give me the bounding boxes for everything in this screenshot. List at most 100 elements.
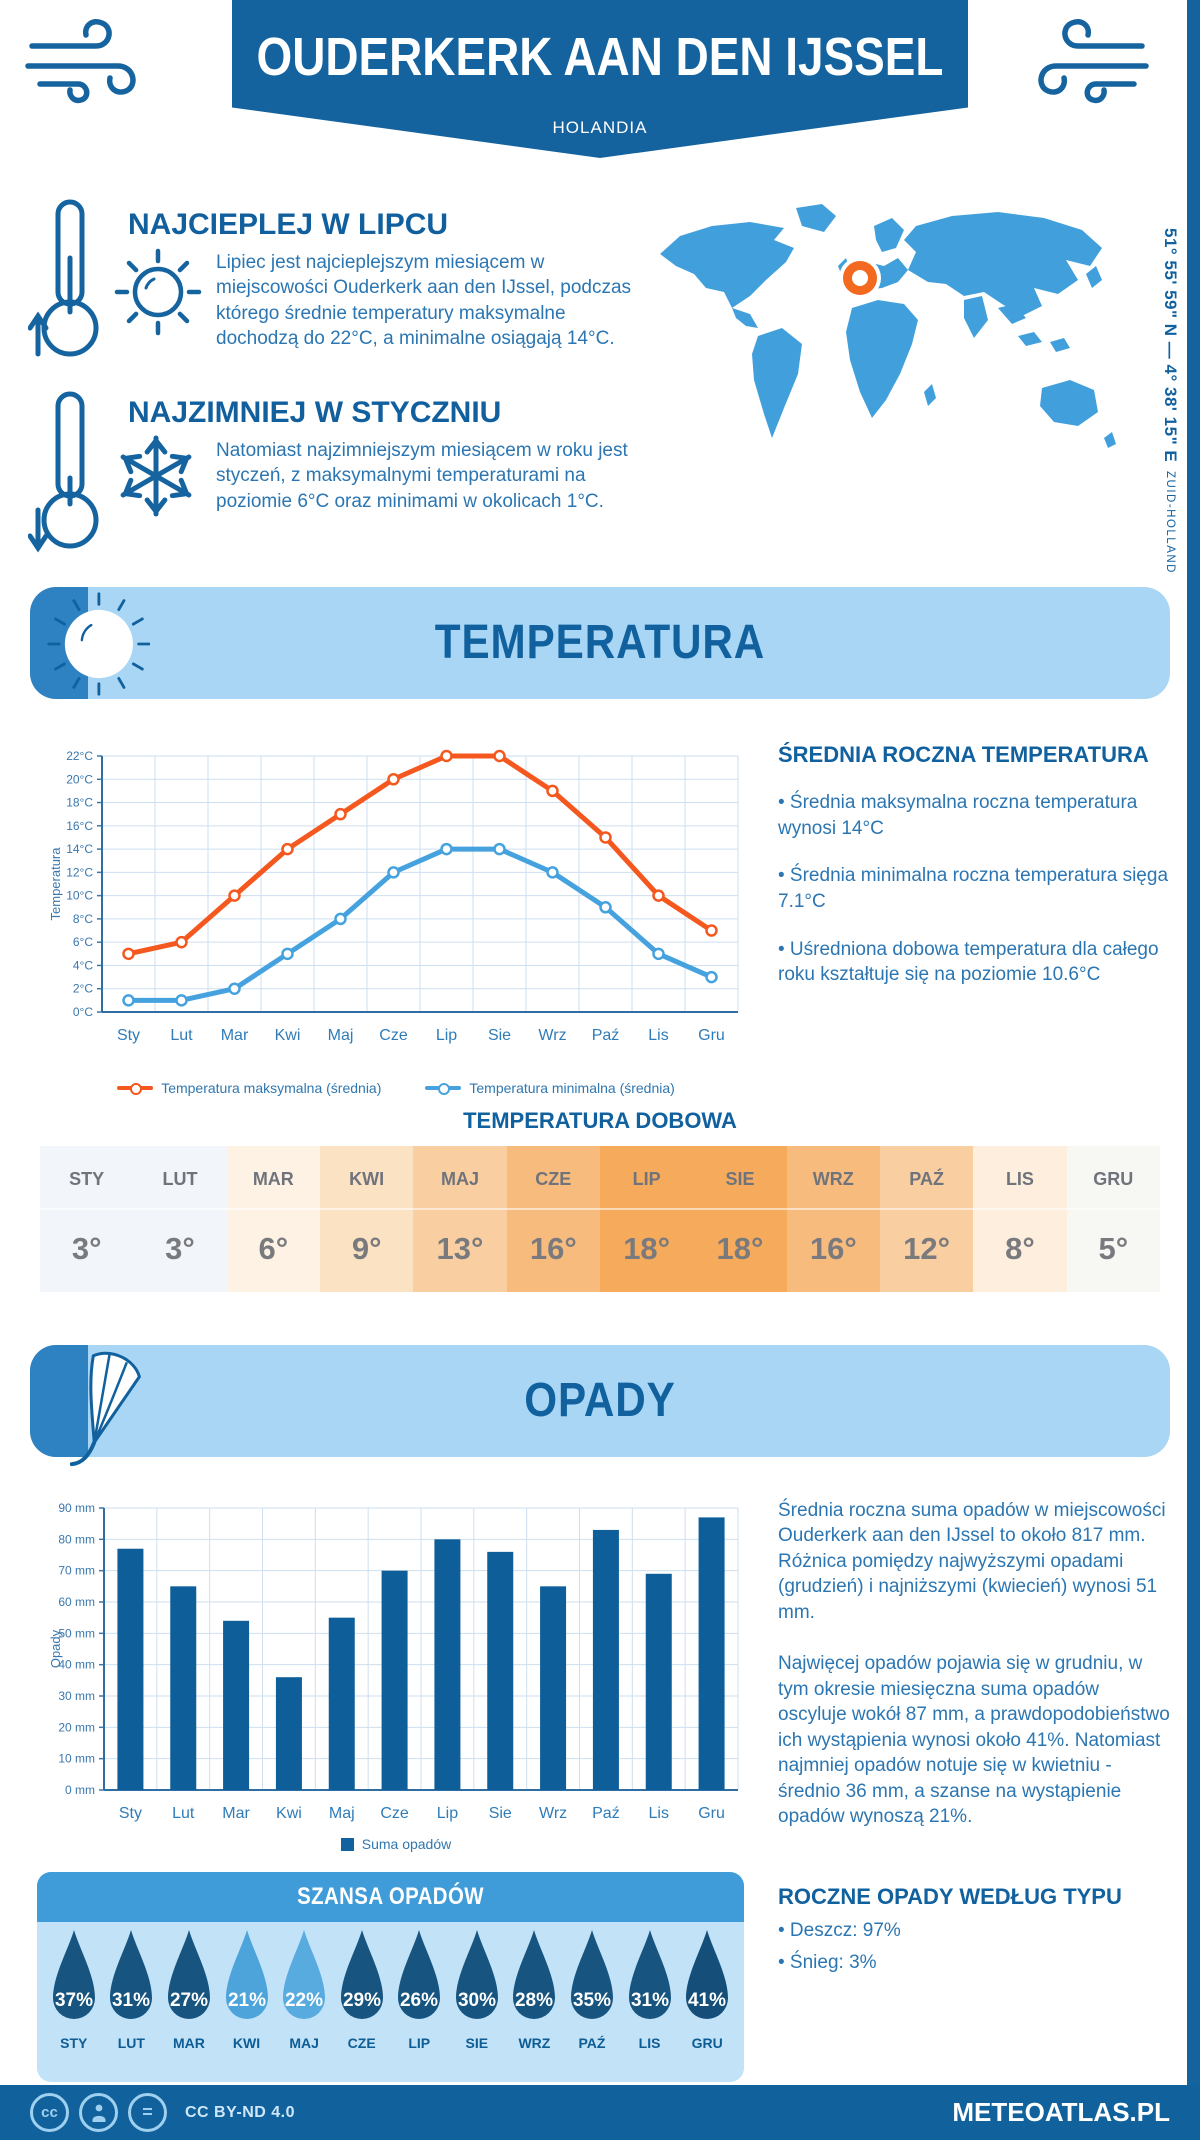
- daily-temp-month: LUT: [133, 1146, 227, 1210]
- svg-text:6°C: 6°C: [73, 935, 93, 949]
- umbrella-icon: [69, 1351, 141, 1467]
- svg-text:Opady: Opady: [48, 1629, 63, 1668]
- raindrop-icon: 22%: [283, 1930, 326, 2019]
- rain-chance-month: PAŹ: [578, 2035, 606, 2051]
- daily-temp-column: SIE 18°: [693, 1146, 787, 1292]
- rain-chance-month: LUT: [117, 2035, 145, 2051]
- rain-chance-month: CZE: [347, 2035, 376, 2051]
- daily-temp-column: MAJ 13°: [413, 1146, 507, 1292]
- svg-text:Cze: Cze: [379, 1027, 408, 1044]
- rain-chance-cell: 28% WRZ: [506, 1928, 564, 2051]
- precip-type-panel: ROCZNE OPADY WEDŁUG TYPU • Deszcz: 97% • …: [778, 1884, 1172, 1974]
- svg-text:40 mm: 40 mm: [58, 1658, 95, 1672]
- legend-line-max-icon: [117, 1083, 154, 1095]
- daily-temp-value: 5°: [1098, 1231, 1129, 1266]
- raindrop-icon: 35%: [570, 1930, 613, 2019]
- rain-chance-cell: 41% GRU: [678, 1928, 736, 2051]
- daily-temp-month: KWI: [319, 1146, 414, 1210]
- daily-temp-column: MAR 6°: [226, 1146, 320, 1292]
- svg-text:Sie: Sie: [489, 1805, 512, 1822]
- rain-chance-month: MAJ: [289, 2035, 319, 2051]
- rain-chance-title: SZANSA OPADÓW: [297, 1883, 484, 1910]
- svg-text:31%: 31%: [631, 1990, 669, 2011]
- svg-text:Kwi: Kwi: [276, 1805, 302, 1822]
- daily-temp-column: CZE 16°: [506, 1146, 600, 1292]
- raindrop-icon: 29%: [340, 1930, 383, 2019]
- svg-text:30%: 30%: [458, 1990, 496, 2011]
- svg-text:Temperatura: Temperatura: [48, 847, 63, 921]
- daily-temp-value: 16°: [529, 1231, 577, 1266]
- rain-chance-cell: 31% LUT: [103, 1928, 161, 2051]
- right-edge-strip: [1187, 0, 1200, 2085]
- thermometer-warm-icon: [28, 199, 99, 357]
- svg-text:35%: 35%: [573, 1990, 611, 2011]
- svg-text:70 mm: 70 mm: [58, 1564, 95, 1578]
- svg-text:Lut: Lut: [172, 1805, 195, 1822]
- svg-text:Gru: Gru: [698, 1027, 725, 1044]
- daily-temp-column: STY 3°: [40, 1146, 134, 1292]
- rain-chance-cell: 37% STY: [45, 1928, 103, 2051]
- svg-text:4°C: 4°C: [73, 958, 93, 972]
- temperature-stat-item: • Uśredniona dobowa temperatura dla całe…: [778, 938, 1159, 986]
- svg-text:Maj: Maj: [328, 1027, 354, 1044]
- daily-temp-column: WRZ 16°: [786, 1146, 880, 1292]
- coldest-text: Natomiast najzimniejszym miesiącem w rok…: [216, 440, 628, 512]
- daily-temp-value: 18°: [716, 1231, 764, 1266]
- page-subtitle: HOLANDIA: [552, 118, 648, 137]
- wind-icon: [1038, 19, 1149, 104]
- precipitation-bar-chart: 0 mm 10 mm 20 mm 30 mm 40 mm 50 mm 60 mm 70 mm 8…: [48, 1501, 739, 1822]
- rain-chance-month: STY: [60, 2035, 88, 2051]
- rain-chance-month: WRZ: [518, 2035, 551, 2051]
- daily-temp-month: MAR: [226, 1146, 320, 1210]
- sun-icon: [114, 248, 202, 336]
- precip-type-item: • Deszcz: 97%: [778, 1920, 901, 1941]
- raindrop-icon: 26%: [398, 1930, 441, 2019]
- precip-type-item: • Śnieg: 3%: [778, 1952, 877, 1973]
- legend-label-sum: Suma opadów: [361, 1836, 452, 1852]
- svg-text:Lip: Lip: [437, 1805, 458, 1822]
- daily-temp-value: 13°: [436, 1231, 484, 1266]
- svg-text:16°C: 16°C: [66, 819, 93, 833]
- daily-temp-value: 8°: [1005, 1231, 1035, 1266]
- svg-text:28%: 28%: [515, 1990, 553, 2011]
- precip-type-list: • Deszcz: 97% • Śnieg: 3%: [778, 1920, 1172, 1974]
- svg-text:10 mm: 10 mm: [58, 1752, 95, 1766]
- temperature-chart-legend: Temperatura maksymalna (średnia) Tempera…: [46, 1080, 746, 1096]
- rain-chance-month: LIP: [408, 2035, 431, 2051]
- svg-text:80 mm: 80 mm: [58, 1532, 95, 1546]
- temperature-banner-title: TEMPERATURA: [434, 616, 766, 669]
- daily-temp-month: GRU: [1066, 1146, 1160, 1210]
- svg-text:26%: 26%: [400, 1990, 438, 2011]
- svg-text:Gru: Gru: [698, 1805, 725, 1822]
- precipitation-paragraph: Średnia roczna suma opadów w miejscowośc…: [778, 1500, 1166, 1623]
- daily-temp-column: PAŹ 12°: [879, 1146, 974, 1292]
- rain-chance-drops: 37% STY 31% LUT 27% MAR 21% KWI 22% MAJ 29% CZE 26% L…: [45, 1928, 736, 2051]
- svg-text:37%: 37%: [55, 1990, 93, 2011]
- svg-text:Wrz: Wrz: [538, 1027, 566, 1044]
- svg-text:50 mm: 50 mm: [58, 1626, 95, 1640]
- svg-text:0°C: 0°C: [73, 1005, 93, 1019]
- svg-text:Lut: Lut: [170, 1027, 193, 1044]
- rain-chance-cell: 27% MAR: [160, 1928, 218, 2051]
- svg-text:Paź: Paź: [592, 1027, 620, 1044]
- daily-temp-value: 6°: [258, 1231, 289, 1266]
- temperature-line-chart: 0°C 2°C 4°C 6°C 8°C 10°C 12°C 14°C 16°C 18°C 20°C 2…: [48, 749, 739, 1044]
- snowflake-icon: [120, 435, 192, 517]
- raindrop-icon: 28%: [513, 1930, 556, 2019]
- svg-text:Sie: Sie: [488, 1027, 511, 1044]
- temperature-stats-panel: ŚREDNIA ROCZNA TEMPERATURA • Średnia mak…: [778, 742, 1172, 988]
- rain-chance-cell: 29% CZE: [333, 1928, 391, 2051]
- daily-temp-column: LUT 3°: [133, 1146, 227, 1292]
- coldest-title: NAJZIMNIEJ W STYCZNIU: [128, 396, 502, 429]
- svg-text:30 mm: 30 mm: [58, 1689, 95, 1703]
- daily-temp-month: WRZ: [786, 1146, 880, 1210]
- warmest-title: NAJCIEPLEJ W LIPCU: [128, 208, 449, 241]
- daily-temp-column: LIS 8°: [973, 1146, 1067, 1292]
- daily-temp-month: LIP: [599, 1146, 694, 1210]
- rain-chance-header: SZANSA OPADÓW: [37, 1872, 744, 1922]
- daily-temp-column: LIP 18°: [599, 1146, 694, 1292]
- svg-text:Sty: Sty: [117, 1027, 140, 1044]
- svg-text:Maj: Maj: [329, 1805, 355, 1822]
- coordinates-block: 51° 55' 59" N — 4° 38' 15" E ZUID-HOLLAN…: [1160, 228, 1180, 658]
